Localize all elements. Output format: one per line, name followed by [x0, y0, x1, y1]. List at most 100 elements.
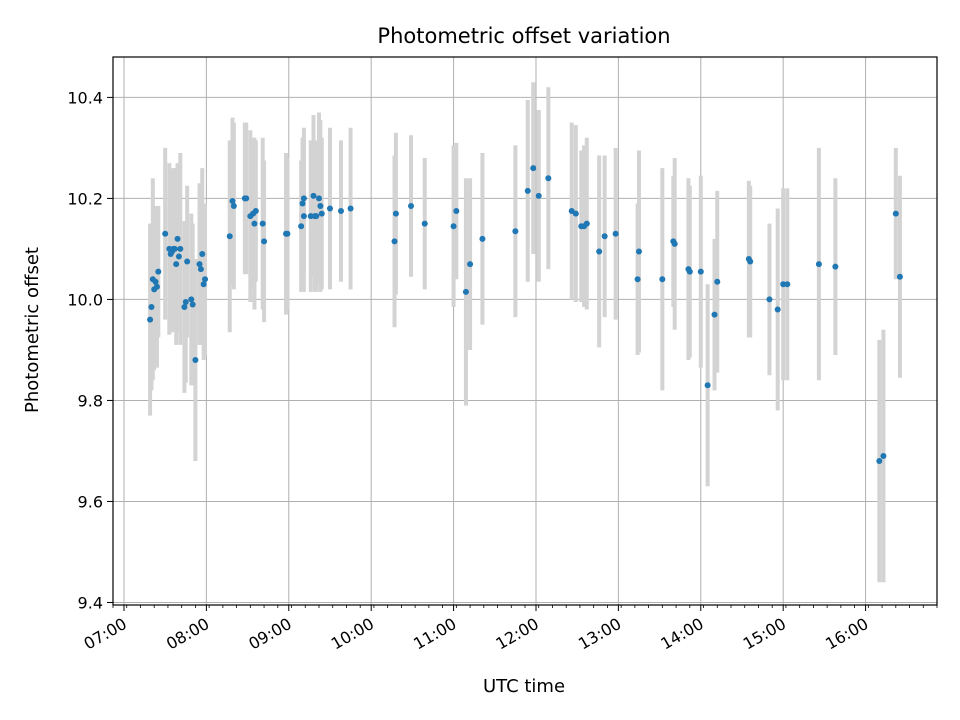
chart-title: Photometric offset variation [377, 24, 670, 48]
y-axis-label: Photometric offset [22, 247, 43, 413]
data-point [479, 235, 486, 242]
data-point [147, 316, 154, 323]
data-point [153, 283, 160, 290]
data-point [229, 197, 236, 204]
data-point [300, 195, 307, 202]
data-point [152, 278, 159, 285]
data-point [252, 208, 259, 215]
data-point [747, 258, 754, 265]
data-point [251, 220, 258, 227]
data-point [175, 253, 182, 260]
data-point [453, 208, 460, 215]
data-point [261, 238, 268, 245]
data-point [310, 192, 317, 199]
data-point [181, 304, 188, 311]
data-point [199, 250, 206, 257]
data-point [421, 220, 428, 227]
data-point [391, 238, 398, 245]
x-tick-label: 11:00 [410, 614, 459, 654]
data-point [182, 298, 189, 305]
data-point [284, 230, 291, 237]
y-tick-label: 9.6 [78, 492, 103, 511]
x-tick-label: 10:00 [328, 614, 377, 654]
data-point [572, 210, 579, 217]
data-point [896, 273, 903, 280]
plot-area-frame [112, 56, 938, 606]
data-point [815, 261, 822, 268]
data-point [326, 205, 333, 212]
x-tick-label: 16:00 [822, 614, 871, 654]
data-point [316, 195, 322, 202]
data-point [524, 187, 531, 194]
data-point [188, 296, 195, 303]
data-point [583, 220, 590, 227]
y-tick-label: 10.4 [67, 88, 103, 107]
x-tick-label: 15:00 [740, 614, 789, 654]
x-tick-label: 07:00 [81, 614, 130, 654]
data-point [784, 281, 791, 288]
data-point [535, 192, 542, 199]
data-point [462, 288, 469, 295]
data-point [766, 296, 773, 303]
data-point [659, 276, 666, 283]
data-point [226, 233, 233, 240]
data-point [196, 261, 203, 268]
x-axis-label: UTC time [483, 676, 565, 697]
data-point [300, 213, 307, 220]
data-point [892, 210, 899, 217]
data-point [197, 266, 204, 273]
data-point [671, 240, 678, 247]
data-point [876, 458, 883, 465]
x-tick-label: 09:00 [245, 614, 294, 654]
data-point [177, 245, 184, 252]
error-bars [148, 82, 902, 583]
data-point [259, 220, 266, 227]
data-point [189, 301, 196, 308]
data-point [337, 208, 344, 215]
data-point [230, 202, 237, 209]
data-point [450, 223, 457, 230]
data-point [173, 261, 180, 268]
data-point [392, 210, 399, 217]
data-point [184, 258, 191, 265]
x-tick-label: 08:00 [163, 614, 212, 654]
data-point [596, 248, 603, 255]
data-point [313, 213, 320, 220]
data-point [298, 223, 305, 230]
data-point [408, 202, 415, 209]
y-tick-label: 9.4 [78, 593, 103, 612]
data-point [347, 205, 354, 212]
data-point [545, 175, 552, 182]
data-point [162, 230, 169, 237]
data-point [243, 195, 250, 202]
data-point [832, 263, 839, 270]
data-point [612, 230, 619, 237]
data-point [634, 276, 641, 283]
data-point [317, 202, 324, 209]
data-point [512, 228, 519, 235]
data-point [148, 304, 155, 311]
data-point [467, 261, 474, 268]
x-tick-label: 13:00 [575, 614, 624, 654]
axis-ticks: 07:00 08:00 09:00 10:00 11:00 12:00 13:00 14:00… [67, 88, 938, 654]
data-point [530, 165, 537, 172]
data-point [697, 268, 704, 275]
y-tick-label: 10.0 [67, 290, 103, 309]
grid-lines [113, 57, 937, 605]
data-point [686, 268, 693, 275]
data-point [774, 306, 781, 313]
data-point [880, 453, 887, 460]
data-point [704, 382, 711, 389]
data-point [711, 311, 718, 318]
y-tick-label: 10.2 [67, 189, 103, 208]
data-point [318, 210, 325, 217]
x-tick-label: 12:00 [493, 614, 542, 654]
data-point [200, 281, 207, 288]
data-point [155, 268, 162, 275]
data-point [714, 278, 721, 285]
data-point [307, 213, 314, 220]
data-point [174, 235, 181, 242]
data-point [171, 245, 178, 252]
data-point [202, 276, 209, 283]
